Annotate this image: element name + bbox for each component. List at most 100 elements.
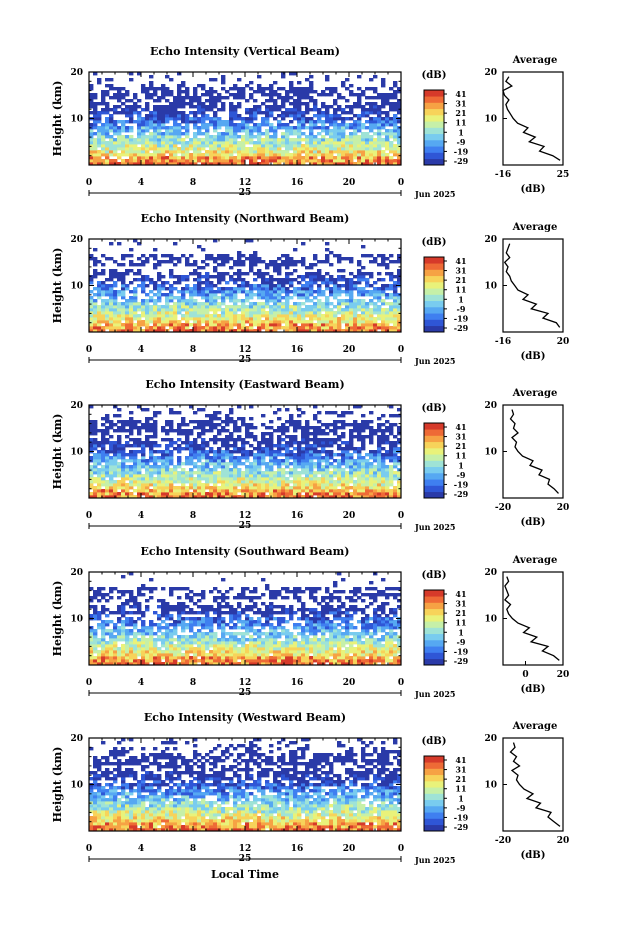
heatmap-cell <box>369 135 374 139</box>
heatmap-cell <box>137 269 142 273</box>
heatmap-cell <box>329 423 334 427</box>
heatmap-cell <box>205 465 210 469</box>
heatmap-cell <box>261 290 266 294</box>
heatmap-cell <box>157 459 162 463</box>
heatmap-cell <box>361 305 366 309</box>
heatmap-cell <box>301 260 306 264</box>
heatmap-cell <box>209 429 214 433</box>
heatmap-cell <box>229 93 234 97</box>
heatmap-cell <box>321 305 326 309</box>
heatmap-cell <box>141 147 146 151</box>
heatmap-cell <box>169 275 174 279</box>
heatmap-cell <box>181 102 186 106</box>
heatmap-cell <box>309 129 314 133</box>
heatmap-cell <box>165 105 170 109</box>
heatmap-cell <box>205 126 210 130</box>
heatmap-cell <box>97 296 102 300</box>
heatmap-cell <box>285 153 290 157</box>
heatmap-cell <box>281 495 286 499</box>
heatmap-cell <box>141 278 146 282</box>
heatmap-cell <box>261 293 266 297</box>
heatmap-cell <box>241 417 246 421</box>
heatmap-cell <box>245 99 250 103</box>
heatmap-cell <box>201 465 206 469</box>
heatmap-cell <box>333 102 338 106</box>
heatmap-cell <box>297 317 302 321</box>
heatmap-cell <box>177 138 182 142</box>
heatmap-cell <box>385 317 390 321</box>
heatmap-cell <box>129 99 134 103</box>
heatmap-cell <box>373 429 378 433</box>
heatmap-cell <box>381 153 386 157</box>
heatmap-cell <box>161 483 166 487</box>
heatmap-cell <box>365 317 370 321</box>
heatmap-cell <box>145 138 150 142</box>
heatmap-cell <box>253 477 258 481</box>
heatmap-cell <box>293 483 298 487</box>
heatmap-cell <box>141 117 146 121</box>
heatmap-cell <box>181 120 186 124</box>
heatmap-cell <box>133 293 138 297</box>
heatmap-cell <box>301 96 306 100</box>
heatmap-cell <box>157 495 162 499</box>
heatmap-cell <box>197 302 202 306</box>
heatmap-cell <box>237 468 242 472</box>
heatmap-cell <box>217 93 222 97</box>
heatmap-cell <box>213 311 218 315</box>
heatmap-cell <box>213 156 218 160</box>
heatmap-cell <box>93 156 98 160</box>
heatmap-cell <box>393 323 398 327</box>
heatmap-cell <box>173 162 178 166</box>
heatmap-cell <box>221 257 226 261</box>
heatmap-cell <box>253 257 258 261</box>
heatmap-cell <box>125 299 130 303</box>
heatmap-cell <box>141 462 146 466</box>
heatmap-cell <box>285 456 290 460</box>
heatmap-cell <box>261 480 266 484</box>
heatmap-cell <box>193 290 198 294</box>
heatmap-cell <box>265 450 270 454</box>
heatmap-cell <box>345 495 350 499</box>
heatmap-cell <box>209 78 214 82</box>
heatmap-cell <box>253 141 258 145</box>
heatmap-cell <box>117 314 122 318</box>
heatmap-cell <box>89 129 94 133</box>
heatmap-cell <box>269 465 274 469</box>
heatmap-cell <box>141 486 146 490</box>
heatmap-cell <box>341 257 346 261</box>
heatmap-cell <box>293 287 298 291</box>
heatmap-cell <box>301 477 306 481</box>
heatmap-cell <box>265 129 270 133</box>
colorbar-swatch <box>424 115 444 122</box>
heatmap-cell <box>97 281 102 285</box>
heatmap-cell <box>257 314 262 318</box>
heatmap-cell <box>221 323 226 327</box>
heatmap-cell <box>229 495 234 499</box>
heatmap-cell <box>309 147 314 151</box>
heatmap-cell <box>341 275 346 279</box>
heatmap-cell <box>313 102 318 106</box>
heatmap-cell <box>133 477 138 481</box>
heatmap-cell <box>397 102 402 106</box>
heatmap-cell <box>149 84 154 88</box>
heatmap-cell <box>361 447 366 451</box>
heatmap-cell <box>181 329 186 333</box>
heatmap-cell <box>265 305 270 309</box>
heatmap-cell <box>113 105 118 109</box>
heatmap-cell <box>233 308 238 312</box>
heatmap-cell <box>201 305 206 309</box>
heatmap-cell <box>89 93 94 97</box>
heatmap-cell <box>237 144 242 148</box>
heatmap-cell <box>125 105 130 109</box>
heatmap-cell <box>229 278 234 282</box>
heatmap-cell <box>273 477 278 481</box>
heatmap-cell <box>369 411 374 415</box>
heatmap-cell <box>369 320 374 324</box>
heatmap-cell <box>105 426 110 430</box>
colorbar-tick-label: 21 <box>455 108 466 118</box>
heatmap-cell <box>229 153 234 157</box>
heatmap-cell <box>113 480 118 484</box>
heatmap-cell <box>377 486 382 490</box>
heatmap-cell <box>125 135 130 139</box>
heatmap-cell <box>185 132 190 136</box>
